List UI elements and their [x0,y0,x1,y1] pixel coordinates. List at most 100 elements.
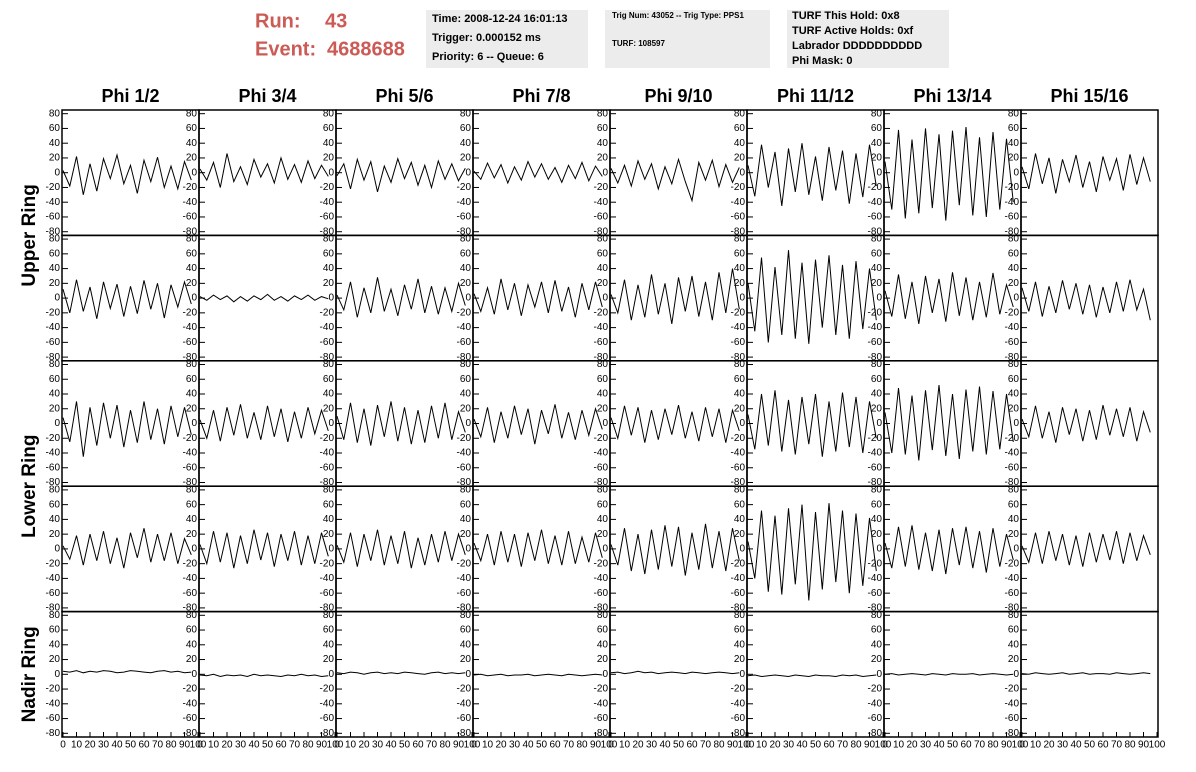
y-tick-label: -60 [46,337,61,348]
y-tick-label: 60 [871,374,883,385]
panel-frame [198,234,337,362]
y-tick-label: 80 [49,485,61,496]
y-tick-label: 80 [1008,108,1020,119]
y-tick-label: 60 [734,499,746,510]
x-tick-label: 30 [372,740,384,751]
x-tick-label: 20 [632,740,644,751]
y-tick-label: 0 [54,418,60,429]
x-tick-label: 80 [576,740,588,751]
y-tick-label: 80 [597,610,609,621]
x-tick-label: 40 [385,740,397,751]
y-tick-label: -60 [46,713,61,724]
column-label: Phi 3/4 [238,86,296,106]
y-tick-label: -40 [320,197,335,208]
x-tick-label: 60 [412,740,424,751]
y-tick-label: -60 [868,588,883,599]
y-tick-label: -60 [1005,212,1020,223]
panel-frame [61,610,200,738]
y-tick-label: 80 [597,359,609,370]
y-tick-label: -20 [594,433,609,444]
y-tick-label: 20 [460,529,472,540]
x-tick-label: 0 [1019,740,1025,751]
x-tick-label: 0 [60,740,66,751]
column-label: Phi 13/14 [913,86,991,106]
panel-frame [335,234,474,362]
y-tick-label: 80 [734,485,746,496]
x-tick-label: 10 [756,740,768,751]
y-tick-label: 60 [734,248,746,259]
x-tick-label: 80 [713,740,725,751]
y-tick-label: -20 [594,558,609,569]
y-tick-label: 0 [1013,544,1019,555]
x-tick-label: 80 [987,740,999,751]
y-tick-label: 0 [876,293,882,304]
x-tick-label: 30 [920,740,932,751]
panel-frame [335,610,474,738]
y-tick-label: -20 [457,433,472,444]
y-tick-label: 20 [323,153,335,164]
y-tick-label: -80 [731,477,746,488]
panel-frame [1020,360,1159,487]
x-tick-label: 70 [563,740,575,751]
y-tick-label: 0 [739,293,745,304]
x-tick-label: 30 [646,740,658,751]
y-tick-label: 20 [597,403,609,414]
y-tick-label: 80 [734,610,746,621]
y-tick-label: -80 [320,477,335,488]
y-tick-label: -60 [731,337,746,348]
y-tick-label: 40 [597,639,609,650]
y-tick-label: 60 [871,625,883,636]
y-tick-label: -40 [46,698,61,709]
y-tick-label: 80 [460,610,472,621]
y-tick-label: 0 [602,544,608,555]
y-tick-label: 20 [460,278,472,289]
y-tick-label: -20 [320,558,335,569]
y-tick-label: -20 [731,684,746,695]
y-tick-label: 40 [49,639,61,650]
y-tick-label: 20 [871,529,883,540]
y-tick-label: -20 [46,307,61,318]
panel-frame [609,234,748,362]
y-tick-label: -40 [46,322,61,333]
y-tick-label: 0 [191,418,197,429]
y-tick-label: 40 [186,138,198,149]
y-tick-label: 0 [602,669,608,680]
x-tick-label: 30 [783,740,795,751]
y-tick-label: 80 [734,359,746,370]
info-line: Priority: 6 -- Queue: 6 [432,51,544,63]
panel-frame [335,109,474,237]
y-tick-label: 80 [597,108,609,119]
waveform [1021,672,1151,675]
y-tick-label: 60 [49,625,61,636]
y-tick-label: 80 [186,234,198,245]
x-tick-label: 80 [302,740,314,751]
x-tick-label: 40 [796,740,808,751]
y-tick-label: -20 [594,307,609,318]
y-tick-label: 40 [460,639,472,650]
x-tick-label: 70 [700,740,712,751]
y-tick-label: 60 [1008,248,1020,259]
y-tick-label: 60 [323,248,335,259]
y-tick-label: 60 [460,374,472,385]
y-tick-label: -60 [46,212,61,223]
y-tick-label: 20 [734,153,746,164]
y-tick-label: 60 [734,123,746,134]
y-tick-label: 40 [734,514,746,525]
info-line: TURF Active Holds: 0xf [792,25,914,37]
waveform [199,673,329,678]
y-tick-label: 20 [460,654,472,665]
y-tick-label: 20 [597,278,609,289]
y-tick-label: -80 [183,226,198,237]
waveform [610,268,740,324]
y-tick-label: 80 [597,234,609,245]
x-tick-label: 50 [947,740,959,751]
run-label: Run: [255,10,301,32]
y-tick-label: 20 [1008,153,1020,164]
y-tick-label: -60 [731,588,746,599]
y-tick-label: -80 [594,603,609,614]
y-tick-label: -80 [457,728,472,739]
y-tick-label: 40 [186,639,198,650]
x-tick-label: 90 [1001,740,1013,751]
y-tick-label: -40 [46,197,61,208]
y-tick-label: -40 [320,322,335,333]
